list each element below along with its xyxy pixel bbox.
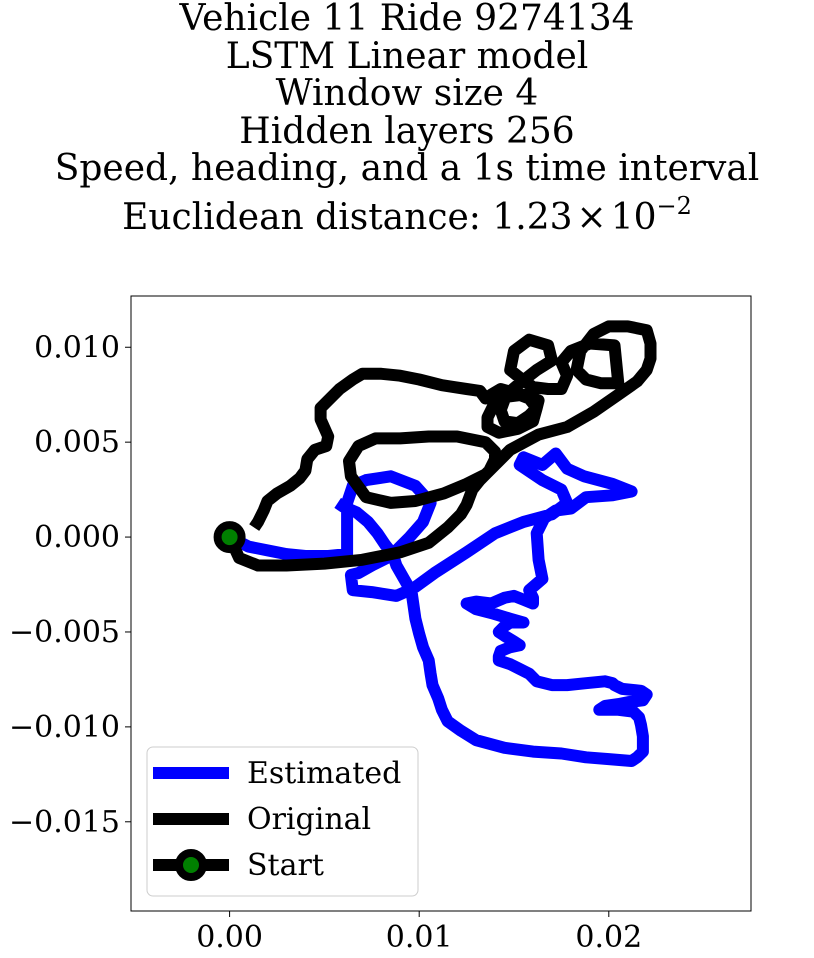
distance-prefix: Euclidean distance: 1.23: [122, 196, 573, 238]
y-tick-label: 0.005: [34, 425, 120, 460]
title-line-5: Speed, heading, and a 1s time interval: [54, 148, 760, 189]
chart-title: Vehicle 11 Ride 9274134 LSTM Linear mode…: [0, 0, 814, 236]
tick-layer: 0.00 0.01 0.02 0.010 0.005 0.000 −0.005 −0.010 −…: [9, 330, 642, 955]
legend: Estimated Original Start: [146, 746, 419, 897]
series-line-estimated: [226, 447, 653, 767]
legend-label-original: Original: [247, 802, 371, 837]
y-tick-label: −0.015: [9, 805, 120, 840]
series-layer: [213, 320, 657, 767]
axes-border: [130, 295, 752, 912]
y-tick-label: 0.010: [34, 330, 120, 365]
title-line-4: Hidden layers 256: [239, 110, 575, 152]
distance-base: 10: [610, 196, 657, 238]
y-tick-label: −0.005: [9, 615, 120, 650]
title-line-3: Window size 4: [275, 73, 539, 114]
title-line-2: LSTM Linear model: [225, 35, 589, 77]
y-tick-label: −0.010: [9, 710, 120, 745]
legend-label-estimated: Estimated: [247, 756, 401, 791]
title-line-6: Euclidean distance: 1.23 × 10−2: [0, 188, 814, 237]
distance-times: ×: [576, 196, 607, 238]
legend-box: [146, 746, 419, 897]
start-marker: [213, 521, 246, 554]
series-line-original: [224, 320, 657, 572]
x-tick-label: 0.02: [575, 920, 642, 955]
x-tick-label: 0.00: [196, 920, 263, 955]
title-line-1: Vehicle 11 Ride 9274134: [179, 0, 635, 39]
distance-exponent: −2: [656, 191, 692, 220]
x-tick-label: 0.01: [386, 920, 453, 955]
legend-start-marker: [175, 849, 207, 881]
axes-frame: [130, 295, 752, 912]
y-tick-label: 0.000: [34, 520, 120, 555]
legend-label-start: Start: [247, 848, 324, 883]
